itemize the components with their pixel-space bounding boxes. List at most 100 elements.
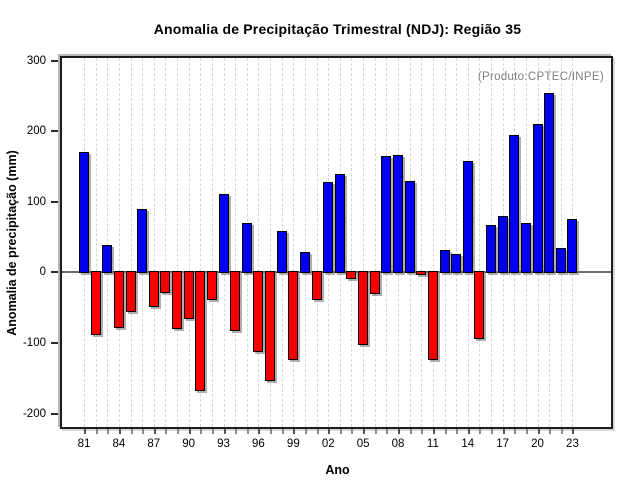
bar-1990	[183, 271, 194, 320]
bar-1996	[253, 271, 264, 352]
bar-1999	[288, 271, 299, 360]
x-tick	[84, 429, 86, 434]
bar-1992	[206, 271, 217, 300]
x-tick	[328, 429, 331, 434]
x-tick	[351, 429, 354, 434]
year-gridline	[118, 58, 120, 427]
x-tick-label: 05	[356, 438, 370, 450]
x-tick-label: 84	[112, 438, 126, 450]
x-tick	[142, 429, 145, 434]
bar-1997	[265, 271, 276, 381]
x-tick	[339, 429, 342, 434]
x-tick	[107, 429, 110, 434]
year-gridline	[304, 58, 306, 427]
x-tick	[246, 429, 249, 434]
x-tick	[188, 429, 191, 434]
bar-1987	[148, 271, 159, 307]
year-gridline	[560, 58, 562, 427]
x-tick	[304, 429, 307, 434]
x-tick	[293, 429, 296, 434]
year-gridline	[130, 58, 132, 427]
x-tick	[560, 429, 563, 434]
x-tick	[270, 429, 273, 434]
year-gridline	[200, 58, 202, 427]
year-gridline	[211, 58, 213, 427]
chart-title: Anomalia de Precipitação Trimestral (NDJ…	[153, 21, 522, 37]
x-tick-label: 96	[252, 438, 265, 450]
bar-1981	[79, 152, 89, 274]
bar-1982	[90, 271, 101, 335]
bar-2012	[439, 249, 450, 274]
bar-2022	[555, 248, 566, 274]
year-gridline	[188, 58, 190, 427]
bar-1986	[137, 208, 148, 274]
year-gridline	[316, 58, 318, 427]
y-tick	[51, 59, 58, 62]
x-tick	[258, 429, 261, 434]
x-tick	[398, 429, 400, 434]
x-tick-label: 20	[531, 438, 544, 450]
bar-2011	[427, 271, 438, 361]
bar-2002	[323, 181, 334, 274]
x-tick	[479, 429, 482, 434]
year-gridline	[258, 58, 260, 427]
bar-2000	[299, 252, 310, 274]
bar-2014	[462, 160, 473, 274]
y-tick-label: 0	[39, 266, 46, 279]
x-tick	[281, 429, 284, 434]
year-gridline	[177, 58, 179, 427]
x-tick	[363, 429, 366, 434]
y-tick	[51, 412, 58, 415]
bar-2001	[311, 271, 322, 301]
x-tick-label: 02	[321, 438, 335, 450]
x-tick-label: 11	[426, 438, 439, 450]
x-tick-label: 81	[77, 438, 91, 450]
x-tick	[444, 429, 447, 434]
year-gridline	[421, 58, 423, 427]
x-tick	[177, 429, 180, 434]
bar-2010	[416, 271, 427, 275]
x-tick	[549, 429, 552, 434]
x-tick-label: 93	[217, 438, 230, 450]
bar-1991	[195, 271, 206, 392]
year-gridline	[107, 58, 109, 427]
bar-1998	[276, 230, 287, 274]
year-gridline	[293, 58, 295, 427]
x-tick	[130, 429, 133, 434]
y-tick-label: -100	[22, 337, 46, 350]
bar-2023	[567, 219, 578, 274]
bar-1993	[218, 193, 229, 274]
x-tick	[432, 429, 435, 434]
bar-2009	[404, 181, 415, 274]
x-axis-title: Ano	[325, 463, 350, 477]
bar-2019	[520, 222, 531, 274]
x-tick	[235, 429, 238, 434]
x-tick-label: 23	[566, 438, 579, 450]
x-tick	[456, 429, 459, 434]
x-tick	[165, 429, 168, 434]
bar-1994	[230, 271, 241, 332]
y-tick-label: 100	[26, 195, 46, 208]
bar-2008	[393, 155, 403, 274]
source-annotation: (Produto:CPTEC/INPE)	[477, 71, 604, 83]
x-tick	[223, 429, 226, 434]
x-tick	[491, 429, 494, 434]
year-gridline	[432, 58, 434, 427]
bar-2005	[358, 271, 369, 346]
bar-2007	[381, 155, 392, 274]
year-gridline	[374, 58, 376, 427]
year-gridline	[479, 58, 481, 427]
x-tick-label: 17	[496, 438, 510, 450]
bar-2018	[509, 135, 520, 274]
y-tick-label: -200	[22, 407, 46, 420]
x-tick	[502, 429, 505, 434]
x-tick-label: 08	[391, 438, 405, 450]
bar-2013	[451, 253, 462, 274]
x-tick-label: 14	[461, 438, 475, 450]
x-tick	[95, 429, 98, 434]
bar-1995	[241, 222, 252, 274]
bar-2017	[497, 215, 508, 274]
plot-area: (Produto:CPTEC/INPE)	[60, 56, 613, 429]
year-gridline	[444, 58, 446, 427]
